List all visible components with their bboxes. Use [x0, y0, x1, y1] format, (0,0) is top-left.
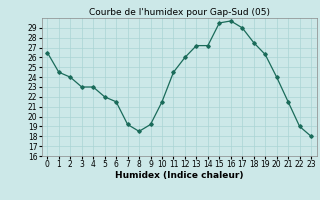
Title: Courbe de l'humidex pour Gap-Sud (05): Courbe de l'humidex pour Gap-Sud (05): [89, 8, 270, 17]
X-axis label: Humidex (Indice chaleur): Humidex (Indice chaleur): [115, 171, 244, 180]
